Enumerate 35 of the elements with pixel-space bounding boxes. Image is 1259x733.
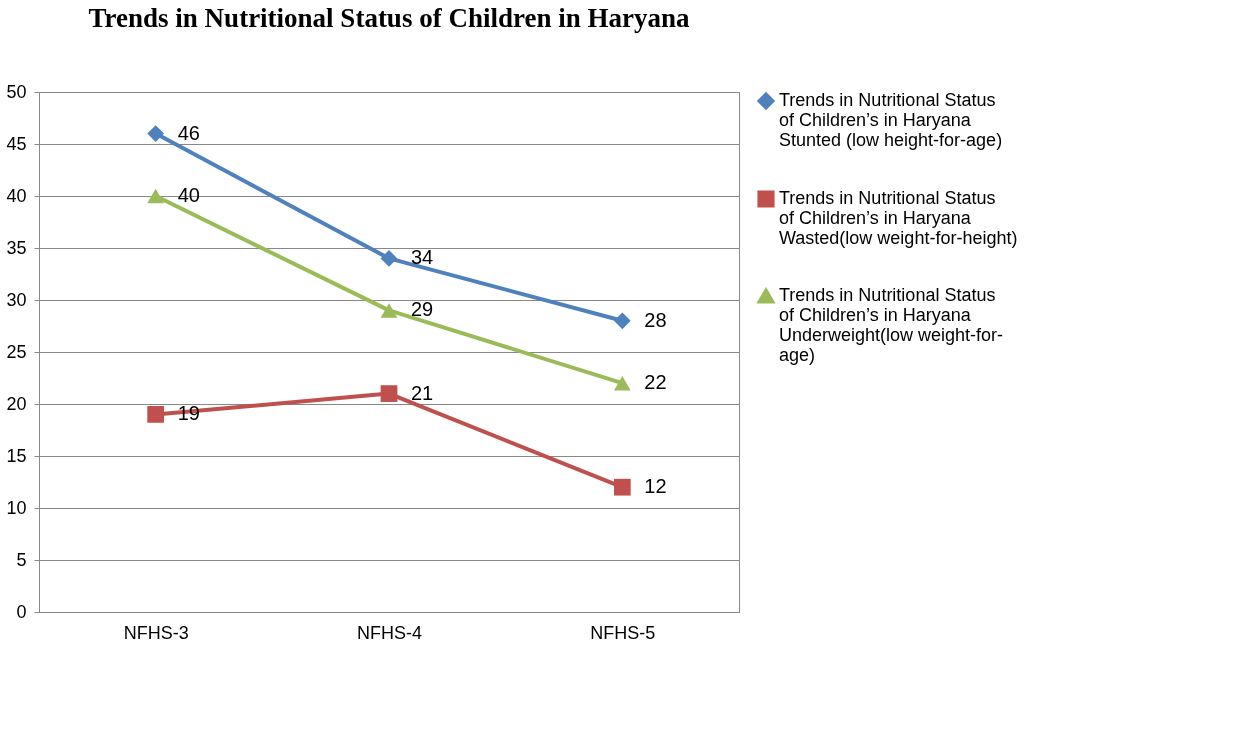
data-label: 21 — [411, 381, 434, 404]
point — [380, 303, 398, 318]
y-tick-label: 50 — [6, 81, 27, 102]
y-tick-label: 30 — [6, 289, 27, 310]
y-tick-label: 25 — [6, 341, 27, 362]
chart-title: Trends in Nutritional Status of Children in Haryana — [88, 3, 690, 33]
y-tick-label: 35 — [6, 237, 27, 258]
legend-label: Trends in Nutritional Status of Children’s in Haryana Wasted(low weight-for-height) — [779, 188, 1018, 248]
data-label: 34 — [411, 246, 434, 269]
data-label: 46 — [177, 121, 200, 144]
y-tick-label: 40 — [6, 185, 27, 206]
point — [613, 312, 631, 330]
point — [147, 125, 165, 142]
legend-label: Trends in Nutritional Status of Children’s in Haryana Stunted (low height-for-age) — [779, 90, 1003, 150]
point — [147, 188, 165, 204]
y-tick-label: 5 — [16, 549, 27, 570]
y-tick-label: 15 — [6, 445, 27, 466]
data-label: 12 — [644, 475, 667, 498]
y-tick-label: 45 — [6, 133, 27, 154]
point — [613, 478, 631, 496]
x-tick-label: NFHS-3 — [123, 622, 189, 643]
legend-label: Trends in Nutritional Status of Children’s in Haryana Underweight(low weight-for-age) — [779, 285, 1004, 365]
y-tick-label: 10 — [6, 497, 27, 518]
data-label: 22 — [644, 371, 667, 394]
y-tick-label: 0 — [16, 601, 27, 622]
x-tick-label: NFHS-4 — [356, 622, 423, 643]
data-label: 40 — [177, 184, 200, 206]
data-label: 29 — [411, 298, 434, 321]
x-tick-label: NFHS-5 — [590, 622, 656, 643]
point — [147, 406, 165, 423]
data-label: 28 — [644, 308, 667, 331]
point — [380, 250, 398, 267]
point — [380, 385, 398, 402]
y-tick-label: 20 — [6, 393, 27, 414]
point — [613, 375, 631, 391]
